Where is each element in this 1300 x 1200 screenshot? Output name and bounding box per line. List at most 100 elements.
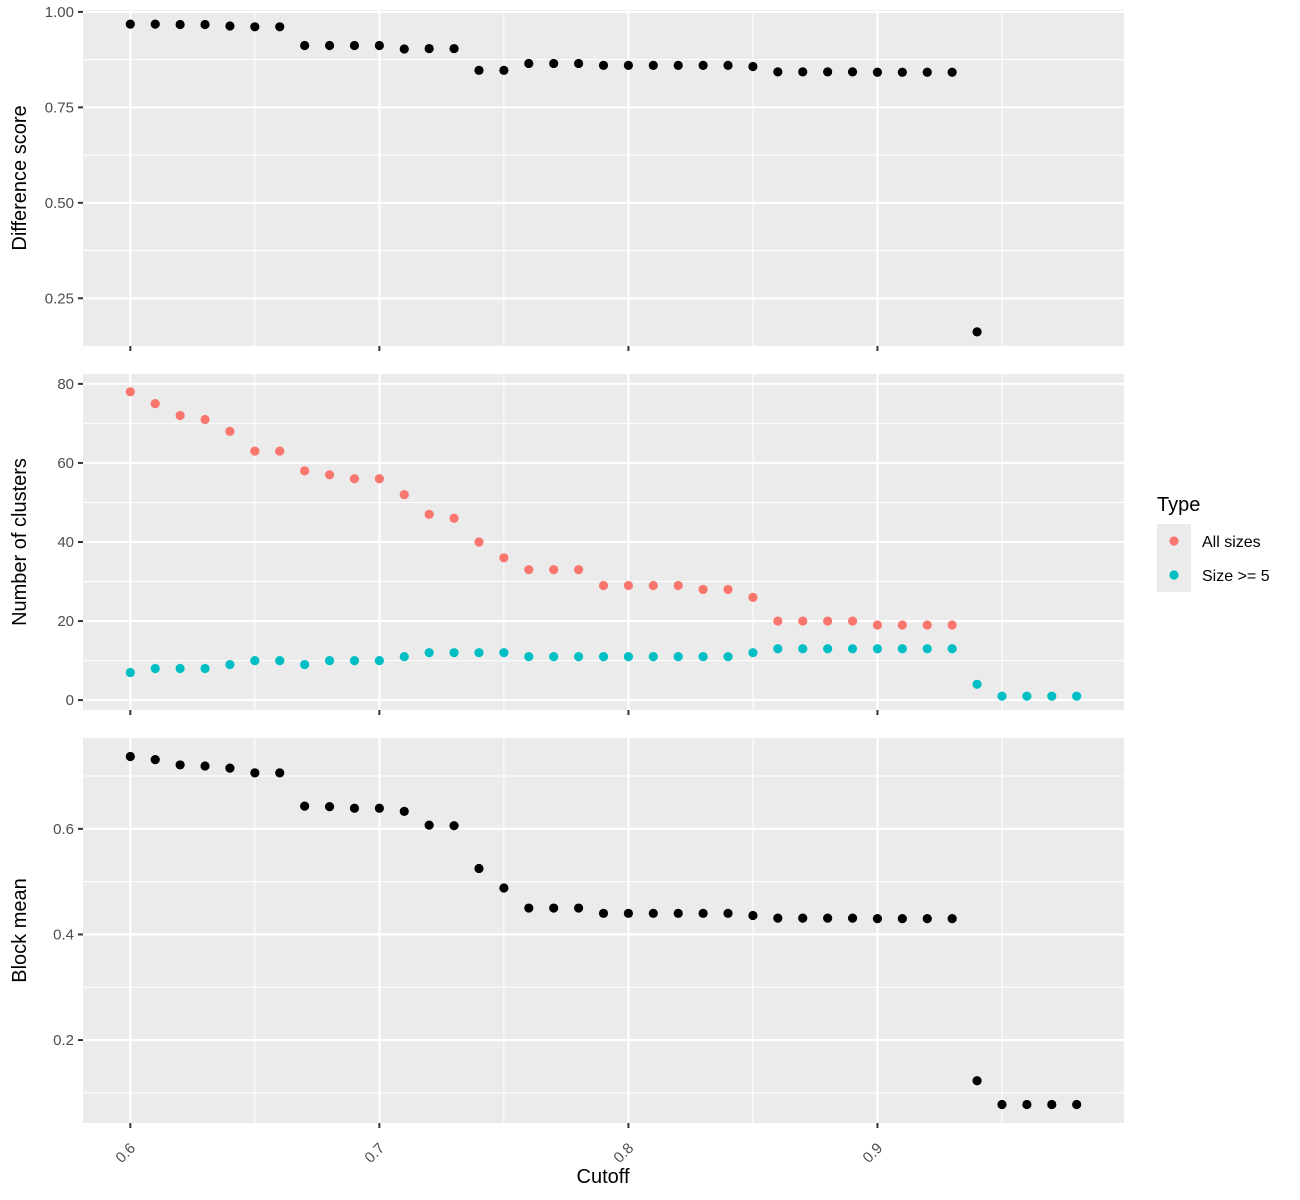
data-point (474, 537, 484, 547)
data-point (573, 58, 584, 69)
data-point (1022, 691, 1032, 701)
data-point (349, 655, 360, 666)
data-point (872, 644, 883, 654)
data-point (175, 19, 185, 30)
data-point (598, 908, 609, 918)
x-tick-label: 0.8 (610, 1140, 637, 1167)
x-tick-label: 0.6 (112, 1140, 139, 1167)
data-point (524, 903, 534, 913)
data-point (549, 565, 559, 575)
data-point (200, 663, 210, 674)
legend-label: Size >= 5 (1202, 568, 1270, 585)
y-axis-title: Difference score (9, 105, 31, 250)
data-point (798, 67, 808, 77)
data-point (698, 652, 708, 662)
y-tick-label: 0.4 (53, 926, 74, 943)
data-point (798, 644, 808, 654)
data-point (549, 652, 559, 662)
data-point (573, 652, 584, 662)
data-point (947, 914, 957, 924)
data-point (922, 644, 932, 654)
legend-title: Type (1157, 494, 1200, 516)
data-point (823, 913, 833, 923)
data-point (847, 616, 858, 626)
y-tick-label: 0.50 (45, 195, 74, 212)
series-points (125, 19, 982, 337)
data-point (424, 820, 434, 830)
data-point (897, 67, 907, 77)
data-point (922, 620, 932, 630)
data-point (1047, 691, 1057, 701)
data-point (300, 801, 310, 811)
data-point (773, 913, 783, 923)
legend-entry: Size >= 5 (1157, 558, 1270, 592)
data-point (723, 908, 733, 918)
data-point (823, 67, 833, 77)
data-point (424, 509, 434, 519)
data-point (250, 446, 260, 456)
series-all-sizes (125, 387, 957, 630)
data-point (673, 580, 683, 591)
data-point (374, 803, 384, 813)
data-point (623, 908, 634, 918)
data-point (748, 648, 758, 658)
data-point (847, 913, 858, 923)
data-point (897, 644, 907, 654)
data-point (474, 65, 484, 75)
data-point (399, 652, 409, 662)
data-point (175, 410, 185, 421)
data-point (623, 652, 634, 662)
panels-layer: 0.25 0.50 0.75 1.00 Difference score 0 20 40 60 8… (9, 4, 1124, 1167)
data-point (847, 67, 858, 77)
data-point (723, 652, 733, 662)
legend: Type All sizes Size >= 5 (1157, 494, 1270, 592)
data-point (150, 755, 160, 765)
y-tick-label: 20 (57, 613, 74, 630)
data-point (524, 565, 534, 575)
data-point (698, 908, 708, 918)
data-point (823, 644, 833, 654)
data-point (275, 22, 285, 32)
data-point (275, 446, 285, 456)
x-axis-title: Cutoff (577, 1166, 630, 1188)
data-point (623, 580, 634, 591)
data-point (499, 65, 509, 75)
data-point (972, 327, 982, 337)
data-point (798, 913, 808, 923)
data-point (897, 914, 907, 924)
panel-3: 0.2 0.4 0.6 Block mean (9, 738, 1124, 1128)
data-point (549, 58, 559, 69)
y-tick-label: 1.00 (45, 4, 74, 21)
data-point (300, 659, 310, 670)
data-point (349, 474, 360, 484)
data-point (897, 620, 907, 630)
data-point (524, 58, 534, 69)
y-axis-title: Block mean (9, 878, 31, 983)
data-point (225, 763, 235, 773)
data-point (150, 19, 160, 29)
y-tick-label: 40 (57, 534, 74, 551)
data-point (324, 470, 335, 480)
panel-1: 0.25 0.50 0.75 1.00 Difference score (9, 4, 1124, 351)
data-point (648, 652, 658, 662)
data-point (549, 903, 559, 913)
data-point (698, 60, 708, 70)
data-point (250, 768, 260, 778)
y-tick-label: 0.2 (53, 1032, 74, 1049)
legend-marker (1169, 536, 1179, 546)
data-point (200, 19, 210, 30)
data-point (1072, 691, 1082, 701)
data-point (1022, 1099, 1032, 1110)
data-point (225, 659, 235, 670)
data-point (349, 40, 360, 51)
data-point (150, 399, 160, 409)
data-point (474, 648, 484, 658)
data-point (947, 67, 957, 77)
data-point (399, 489, 409, 500)
y-tick-label: 80 (57, 376, 74, 393)
legend-entry: All sizes (1157, 524, 1261, 558)
y-tick-label: 60 (57, 455, 74, 472)
data-point (349, 803, 360, 813)
x-tick-label: 0.7 (361, 1140, 388, 1167)
